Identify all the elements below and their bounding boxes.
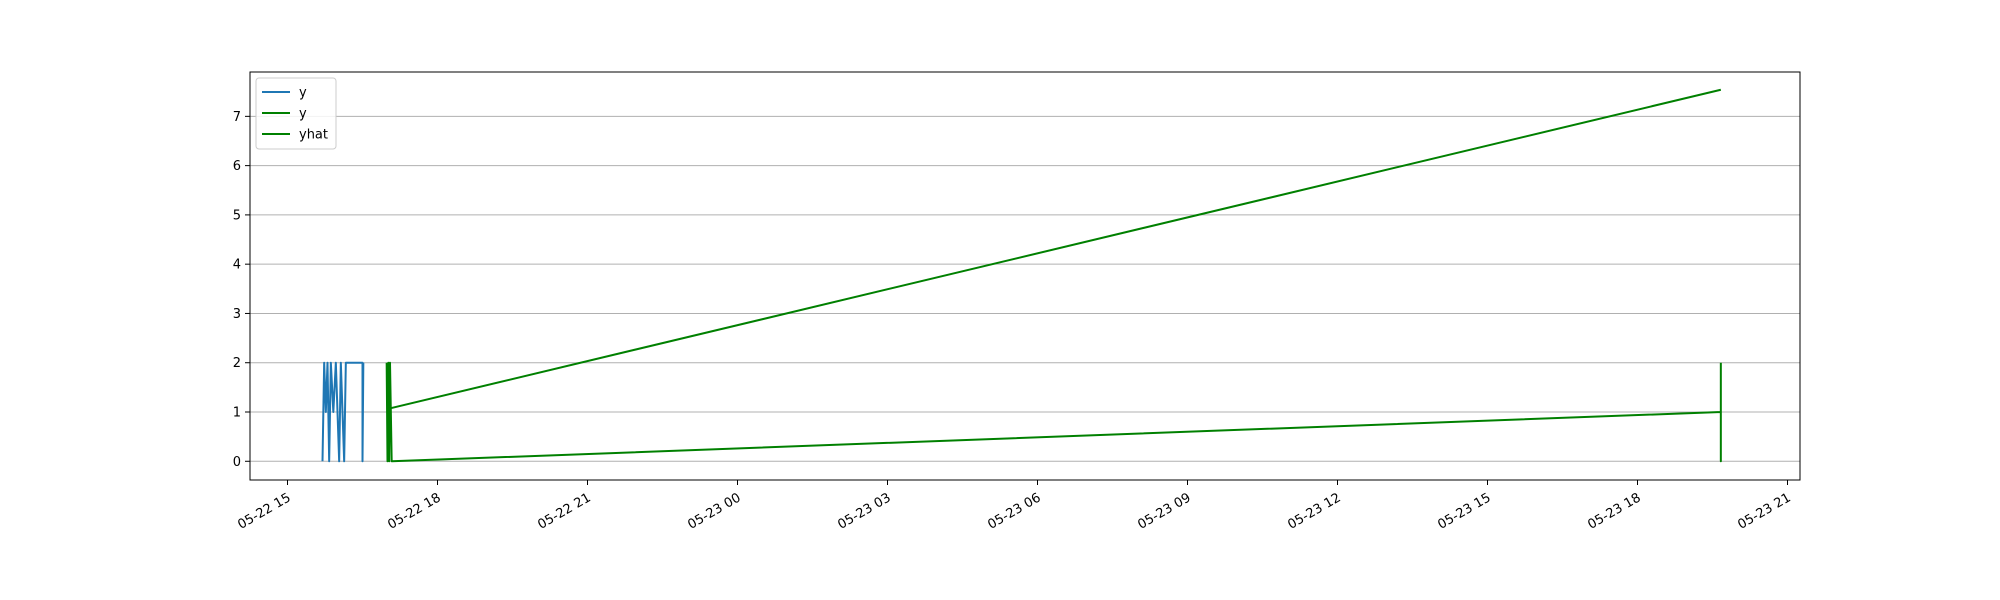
series-line-1 <box>321 361 365 463</box>
y-tick-label: 5 <box>233 208 241 223</box>
grid-layer <box>250 115 1800 462</box>
series-layer <box>321 88 1722 463</box>
legend-box <box>255 77 337 150</box>
y-tick-label: 2 <box>233 356 241 371</box>
y-tick-label: 0 <box>233 455 241 470</box>
legend-label: yhat <box>299 128 328 143</box>
legend-label: y <box>299 86 307 101</box>
series-line-3 <box>388 88 1722 410</box>
plot-frame <box>249 71 1801 481</box>
legend-label: y <box>299 107 307 122</box>
y-tick-label: 3 <box>233 307 241 322</box>
y-tick-label: 7 <box>233 110 241 125</box>
legend: yy yhat <box>255 77 337 150</box>
series-line-2 <box>385 361 1722 463</box>
y-tick-label: 1 <box>233 406 241 421</box>
y-tick-label: 6 <box>233 159 241 174</box>
y-tick-label: 4 <box>233 258 241 273</box>
